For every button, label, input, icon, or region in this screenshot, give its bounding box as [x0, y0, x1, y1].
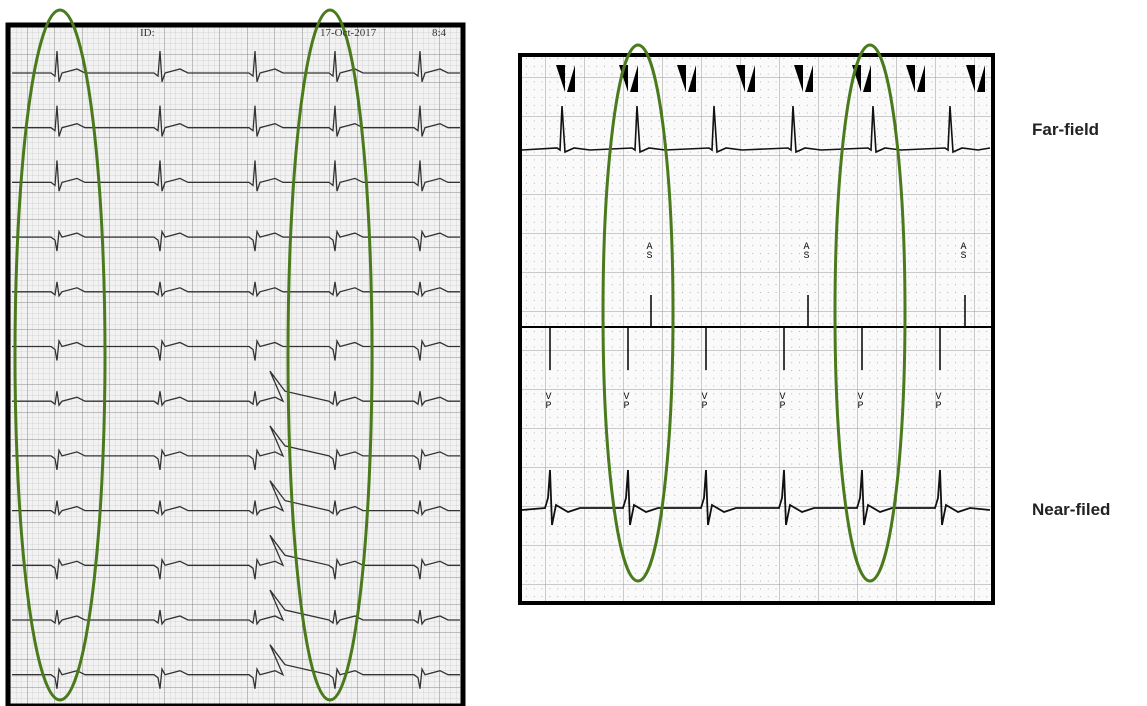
header-text: 17-Oct-2017: [320, 27, 377, 39]
ecg-trace: [12, 589, 460, 626]
ecg-trace: [12, 160, 460, 192]
marker-label: VP: [621, 392, 632, 410]
pace-marker: [852, 65, 871, 92]
highlight: [286, 8, 374, 702]
marker-label: VP: [933, 392, 944, 410]
ecg-trace: [12, 480, 460, 517]
pace-marker: [677, 65, 696, 92]
marker-label: AS: [958, 242, 969, 260]
ecg-trace: [12, 644, 460, 689]
grid: [520, 55, 993, 603]
marker-label: AS: [644, 242, 655, 260]
highlight: [601, 43, 675, 583]
pace-marker: [556, 65, 575, 92]
pace-marker: [794, 65, 813, 92]
ecg-trace: [12, 281, 460, 298]
ecg-trace: [12, 370, 460, 407]
right-border: [518, 53, 995, 605]
near-field-trace: [521, 469, 991, 526]
left-border: [5, 22, 466, 706]
ecg-trace: [12, 425, 460, 471]
traces: [12, 50, 991, 689]
marker-label: AS: [801, 242, 812, 260]
near-field-label: Near-filed: [1032, 500, 1111, 519]
far-field-label: Far-field: [1032, 120, 1100, 139]
header-text: 8:4: [432, 27, 447, 39]
pace-marker: [906, 65, 925, 92]
marker-label: VP: [543, 392, 554, 410]
highlight: [833, 43, 907, 583]
ecg-trace: [12, 105, 460, 137]
pace-marker: [736, 65, 755, 92]
grid: [8, 25, 463, 706]
highlight: [13, 8, 107, 702]
marker-label: VP: [855, 392, 866, 410]
ecg-trace: [12, 50, 460, 83]
ecg-trace: [12, 338, 460, 361]
marker-label: VP: [699, 392, 710, 410]
far-field-trace: [521, 105, 991, 154]
marker-label: VP: [777, 392, 788, 410]
ecg-trace: [12, 534, 460, 580]
pace-marker: [966, 65, 985, 92]
ecg-trace: [12, 229, 460, 252]
header-text: ID:: [140, 27, 155, 39]
